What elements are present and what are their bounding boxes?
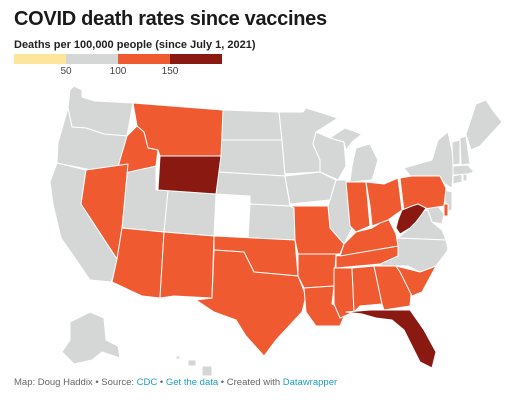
get-data-link[interactable]: Get the data xyxy=(165,377,219,388)
state-connecticut[interactable] xyxy=(452,173,463,185)
color-legend: 50 100 150 xyxy=(14,54,222,78)
state-delaware[interactable] xyxy=(443,203,449,217)
state-nebraska[interactable] xyxy=(215,171,291,207)
state-wyoming[interactable] xyxy=(157,155,222,195)
state-iowa[interactable] xyxy=(284,171,337,205)
state-alabama[interactable] xyxy=(351,265,383,313)
state-mississippi[interactable] xyxy=(333,267,355,319)
state-new-mexico[interactable] xyxy=(159,231,215,299)
state-florida[interactable] xyxy=(345,309,437,369)
map-credit: Map: Doug Haddix xyxy=(14,377,93,388)
state-indiana[interactable] xyxy=(345,181,371,233)
state-south-carolina[interactable] xyxy=(395,265,437,297)
state-west-virginia[interactable] xyxy=(395,203,427,235)
legend-bin-over-150 xyxy=(170,54,222,64)
state-maine[interactable] xyxy=(465,99,503,151)
legend-tick-150: 150 xyxy=(161,66,179,77)
state-vermont[interactable] xyxy=(451,139,461,166)
legend-bin-under-50 xyxy=(14,54,66,64)
footer-separator: • xyxy=(157,377,166,388)
state-colorado[interactable] xyxy=(163,189,217,237)
legend-bin-100-150 xyxy=(118,54,170,64)
legend-tick-100: 100 xyxy=(109,66,127,77)
footer-separator: • Created with xyxy=(218,377,283,388)
state-missouri[interactable] xyxy=(289,205,345,255)
map-subtitle: Deaths per 100,000 people (since July 1,… xyxy=(14,39,256,51)
datawrapper-link[interactable]: Datawrapper xyxy=(282,377,338,388)
state-kansas[interactable] xyxy=(247,203,296,241)
footer-separator: • Source: xyxy=(92,377,137,388)
state-arkansas[interactable] xyxy=(297,253,337,289)
legend-bin-50-100 xyxy=(66,54,118,64)
state-new-hampshire[interactable] xyxy=(459,135,471,166)
state-massachusetts[interactable] xyxy=(452,164,475,176)
state-north-dakota[interactable] xyxy=(220,109,283,141)
state-south-dakota[interactable] xyxy=(217,139,286,177)
source-link[interactable]: CDC xyxy=(136,377,158,388)
state-hawaii[interactable] xyxy=(175,355,213,377)
legend-tick-50: 50 xyxy=(60,66,72,77)
state-ohio[interactable] xyxy=(365,177,403,227)
state-michigan[interactable] xyxy=(329,127,379,183)
state-texas[interactable] xyxy=(195,249,307,357)
state-alaska[interactable] xyxy=(61,311,121,365)
state-arizona[interactable] xyxy=(111,227,165,299)
map-title: COVID death rates since vaccines xyxy=(14,8,327,30)
map-footer: Map: Doug Haddix • Source: CDC • Get the… xyxy=(14,377,337,388)
